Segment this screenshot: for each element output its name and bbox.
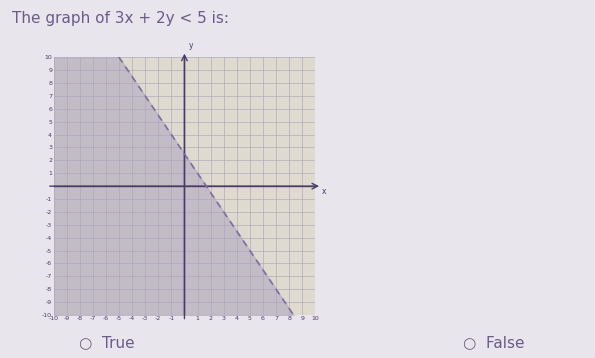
Text: The graph of 3x + 2y < 5 is:: The graph of 3x + 2y < 5 is: [12, 11, 229, 26]
Text: x: x [322, 187, 327, 196]
Text: ○  False: ○ False [463, 335, 525, 350]
Text: y: y [189, 41, 193, 50]
Text: ○  True: ○ True [79, 335, 135, 350]
